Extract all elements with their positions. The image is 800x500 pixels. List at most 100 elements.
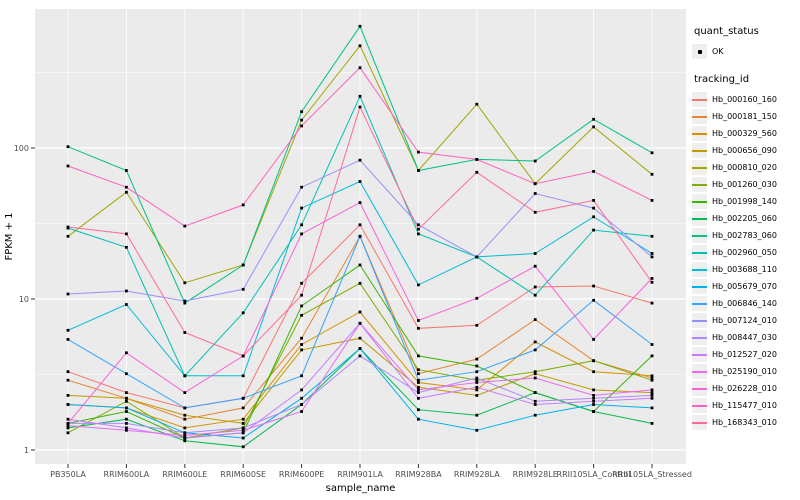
point-marker-icon	[697, 49, 702, 54]
legend-item-label: Hb_002783_060	[712, 231, 777, 240]
series-color-line-icon	[692, 319, 707, 322]
legend-key	[692, 143, 707, 158]
x-tick-label: RRIM901LA	[337, 470, 383, 479]
legend-item-Hb_002205_060: Hb_002205_060	[692, 210, 800, 227]
x-tick-label: RRIM600LA	[104, 470, 150, 479]
legend-item-Hb_007124_010: Hb_007124_010	[692, 312, 800, 329]
legend-item-Hb_168343_010: Hb_168343_010	[692, 414, 800, 431]
series-color-line-icon	[692, 149, 707, 152]
legend-item-Hb_003688_110: Hb_003688_110	[692, 261, 800, 278]
legend-item-Hb_001998_140: Hb_001998_140	[692, 193, 800, 210]
x-tick-label: RRIM928LE	[513, 470, 558, 479]
legend-tracking-id: tracking_id Hb_000160_160 Hb_000181_150 Hb…	[692, 74, 800, 431]
legend-key	[692, 262, 707, 277]
y-tick-label: 10	[19, 295, 29, 304]
legend-key	[692, 160, 707, 175]
legend-item-Hb_008447_030: Hb_008447_030	[692, 329, 800, 346]
x-axis-title: sample_name	[326, 483, 396, 494]
series-color-line-icon	[692, 387, 707, 390]
legend-item-Hb_000810_020: Hb_000810_020	[692, 159, 800, 176]
legend-item-label: Hb_000656_090	[712, 146, 777, 155]
legend-title-quant-status: quant_status	[694, 26, 759, 37]
legend-item-label: Hb_168343_010	[712, 418, 777, 427]
legend-key	[692, 211, 707, 226]
series-color-line-icon	[692, 115, 707, 118]
legend-item-Hb_006846_140: Hb_006846_140	[692, 295, 800, 312]
legend-item-label: Hb_025190_010	[712, 367, 777, 376]
legend-key	[692, 92, 707, 107]
legend-item-Hb_001260_030: Hb_001260_030	[692, 176, 800, 193]
series-color-line-icon	[692, 285, 707, 288]
legend-key	[692, 381, 707, 396]
x-tick-label: PB350LA	[50, 470, 86, 479]
series-color-line-icon	[692, 217, 707, 220]
legend-item-label: Hb_000329_560	[712, 129, 777, 138]
legend: quant_status OK tracking_id Hb_000160_16…	[692, 26, 800, 445]
legend-item-label: Hb_000181_150	[712, 112, 777, 121]
data-points	[66, 24, 654, 449]
x-tick-label: RRIM600LE	[162, 470, 207, 479]
legend-key	[692, 228, 707, 243]
legend-key	[692, 398, 707, 413]
series-color-line-icon	[692, 421, 707, 424]
gridlines	[35, 9, 686, 464]
y-axis: 1 10 100 FPKM + 1	[4, 144, 35, 455]
series-color-line-icon	[692, 302, 707, 305]
legend-item-label: OK	[712, 47, 724, 56]
legend-item-Hb_000656_090: Hb_000656_090	[692, 142, 800, 159]
legend-item-label: Hb_000810_020	[712, 163, 777, 172]
x-tick-label: RRIM928BA	[395, 470, 442, 479]
x-tick-label: RRII105LA_Stressed	[612, 470, 692, 479]
legend-key	[692, 347, 707, 362]
y-tick-label: 1	[24, 446, 29, 455]
legend-item-Hb_012527_020: Hb_012527_020	[692, 346, 800, 363]
legend-item-label: Hb_012527_020	[712, 350, 777, 359]
legend-item-label: Hb_002205_060	[712, 214, 777, 223]
legend-item-Hb_026228_010: Hb_026228_010	[692, 380, 800, 397]
legend-key	[692, 44, 707, 59]
legend-item-Hb_002783_060: Hb_002783_060	[692, 227, 800, 244]
legend-item-ok: OK	[692, 43, 800, 60]
legend-item-label: Hb_115477_010	[712, 401, 777, 410]
legend-key	[692, 245, 707, 260]
legend-key	[692, 313, 707, 328]
y-tick-label: 100	[14, 144, 29, 153]
legend-item-label: Hb_002960_050	[712, 248, 777, 257]
series-color-line-icon	[692, 132, 707, 135]
legend-item-label: Hb_001998_140	[712, 197, 777, 206]
legend-item-Hb_005679_070: Hb_005679_070	[692, 278, 800, 295]
legend-item-Hb_002960_050: Hb_002960_050	[692, 244, 800, 261]
legend-item-label: Hb_000160_160	[712, 95, 777, 104]
legend-key	[692, 296, 707, 311]
series-color-line-icon	[692, 166, 707, 169]
legend-key	[692, 177, 707, 192]
legend-item-label: Hb_003688_110	[712, 265, 777, 274]
series-color-line-icon	[692, 353, 707, 356]
legend-tracking-items: Hb_000160_160 Hb_000181_150 Hb_000329_560 H…	[692, 91, 800, 431]
legend-quant-status: quant_status OK	[692, 26, 800, 60]
legend-item-Hb_000181_150: Hb_000181_150	[692, 108, 800, 125]
series-color-line-icon	[692, 200, 707, 203]
x-tick-label: RRIM600SE	[220, 470, 266, 479]
legend-key	[692, 364, 707, 379]
legend-item-label: Hb_026228_010	[712, 384, 777, 393]
x-axis: PB350LA RRIM600LA RRIM600LE RRIM600SE RRIM60…	[50, 464, 692, 494]
legend-key	[692, 194, 707, 209]
legend-item-label: Hb_006846_140	[712, 299, 777, 308]
legend-key	[692, 415, 707, 430]
legend-key	[692, 330, 707, 345]
series-color-line-icon	[692, 336, 707, 339]
legend-item-label: Hb_005679_070	[712, 282, 777, 291]
legend-key	[692, 279, 707, 294]
x-tick-label: RRII105LA_Control	[557, 470, 631, 479]
series-color-line-icon	[692, 98, 707, 101]
series-color-line-icon	[692, 268, 707, 271]
legend-item-Hb_000160_160: Hb_000160_160	[692, 91, 800, 108]
legend-item-label: Hb_008447_030	[712, 333, 777, 342]
legend-item-label: Hb_007124_010	[712, 316, 777, 325]
legend-item-label: Hb_001260_030	[712, 180, 777, 189]
series-color-line-icon	[692, 251, 707, 254]
legend-title-tracking-id: tracking_id	[694, 74, 750, 85]
